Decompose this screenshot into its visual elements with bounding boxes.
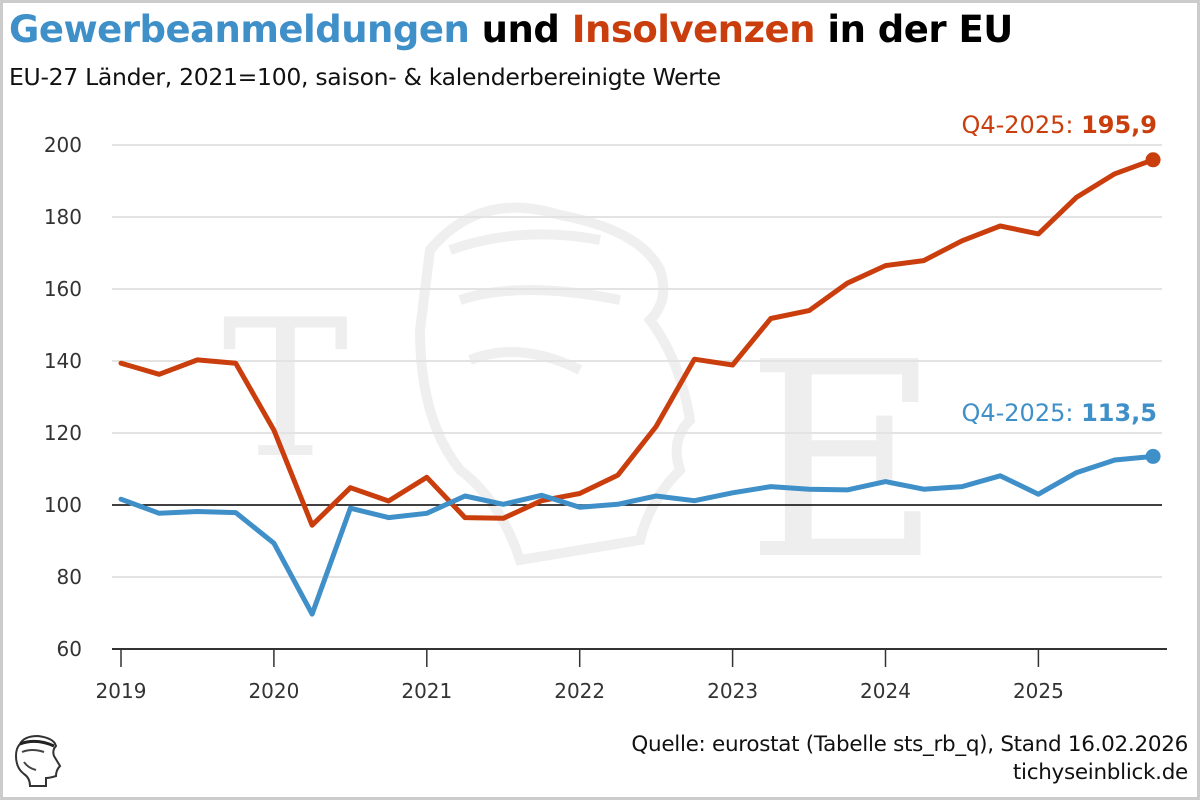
x-tick-label: 2020 <box>248 679 299 703</box>
series-group <box>118 152 1161 617</box>
insolvencies-end-label: Q4-2025: 195,9 <box>961 111 1157 139</box>
x-tick-label: 2024 <box>860 679 911 703</box>
y-tick-label: 160 <box>44 277 82 301</box>
watermark-head-icon <box>414 202 696 566</box>
chart-subtitle: EU-27 Länder, 2021=100, saison- & kalend… <box>9 63 721 91</box>
insolvencies-end-label-value: 195,9 <box>1081 111 1157 139</box>
end-labels: Q4-2025: 195,9 Q4-2025: 113,5 <box>961 111 1157 427</box>
y-tick-label: 120 <box>44 421 82 445</box>
x-tick-label: 2025 <box>1013 679 1064 703</box>
registrations-line <box>118 453 1156 617</box>
insolvencies-end-marker <box>1145 152 1161 168</box>
y-tick-label: 60 <box>57 637 82 661</box>
x-tick-label: 2021 <box>401 679 452 703</box>
publisher-head-logo-icon <box>14 734 62 787</box>
registrations-end-label-prefix: Q4-2025: <box>961 399 1081 427</box>
source-text: Quelle: eurostat (Tabelle sts_rb_q), Sta… <box>631 732 1188 757</box>
registrations-end-label: Q4-2025: 113,5 <box>961 399 1157 427</box>
registrations-end-label-value: 113,5 <box>1081 399 1157 427</box>
grid-lines <box>112 144 1162 578</box>
source-note: Quelle: eurostat (Tabelle sts_rb_q), Sta… <box>631 731 1188 787</box>
chart-title: Gewerbeanmeldungen und Insolvenzen in de… <box>9 8 1013 51</box>
registrations-end-marker <box>1145 448 1161 464</box>
watermark: T E <box>222 202 942 619</box>
title-connector: und <box>469 8 572 51</box>
title-insolvencies: Insolvenzen <box>571 8 816 51</box>
y-tick-label: 80 <box>57 565 82 589</box>
site-link[interactable]: tichyseinblick.de <box>1012 760 1188 785</box>
title-suffix: in der EU <box>815 8 1013 51</box>
watermark-letter-e: E <box>745 304 942 619</box>
y-tick-label: 140 <box>44 349 82 373</box>
x-tick-label: 2019 <box>96 679 147 703</box>
title-registrations: Gewerbeanmeldungen <box>9 8 470 51</box>
y-tick-label: 180 <box>44 205 82 229</box>
chart-frame <box>3 3 1197 797</box>
x-tick-label: 2023 <box>707 679 758 703</box>
watermark-letter-t: T <box>222 279 349 500</box>
x-axis: 2019 2020 2021 2022 2023 2024 2025 <box>96 648 1167 703</box>
insolvencies-line <box>118 157 1156 528</box>
insolvencies-end-label-prefix: Q4-2025: <box>961 111 1081 139</box>
y-tick-label: 100 <box>44 493 82 517</box>
x-tick-label: 2022 <box>554 679 605 703</box>
y-axis: 60 80 100 120 140 160 180 200 <box>44 133 82 661</box>
y-tick-label: 200 <box>44 133 82 157</box>
